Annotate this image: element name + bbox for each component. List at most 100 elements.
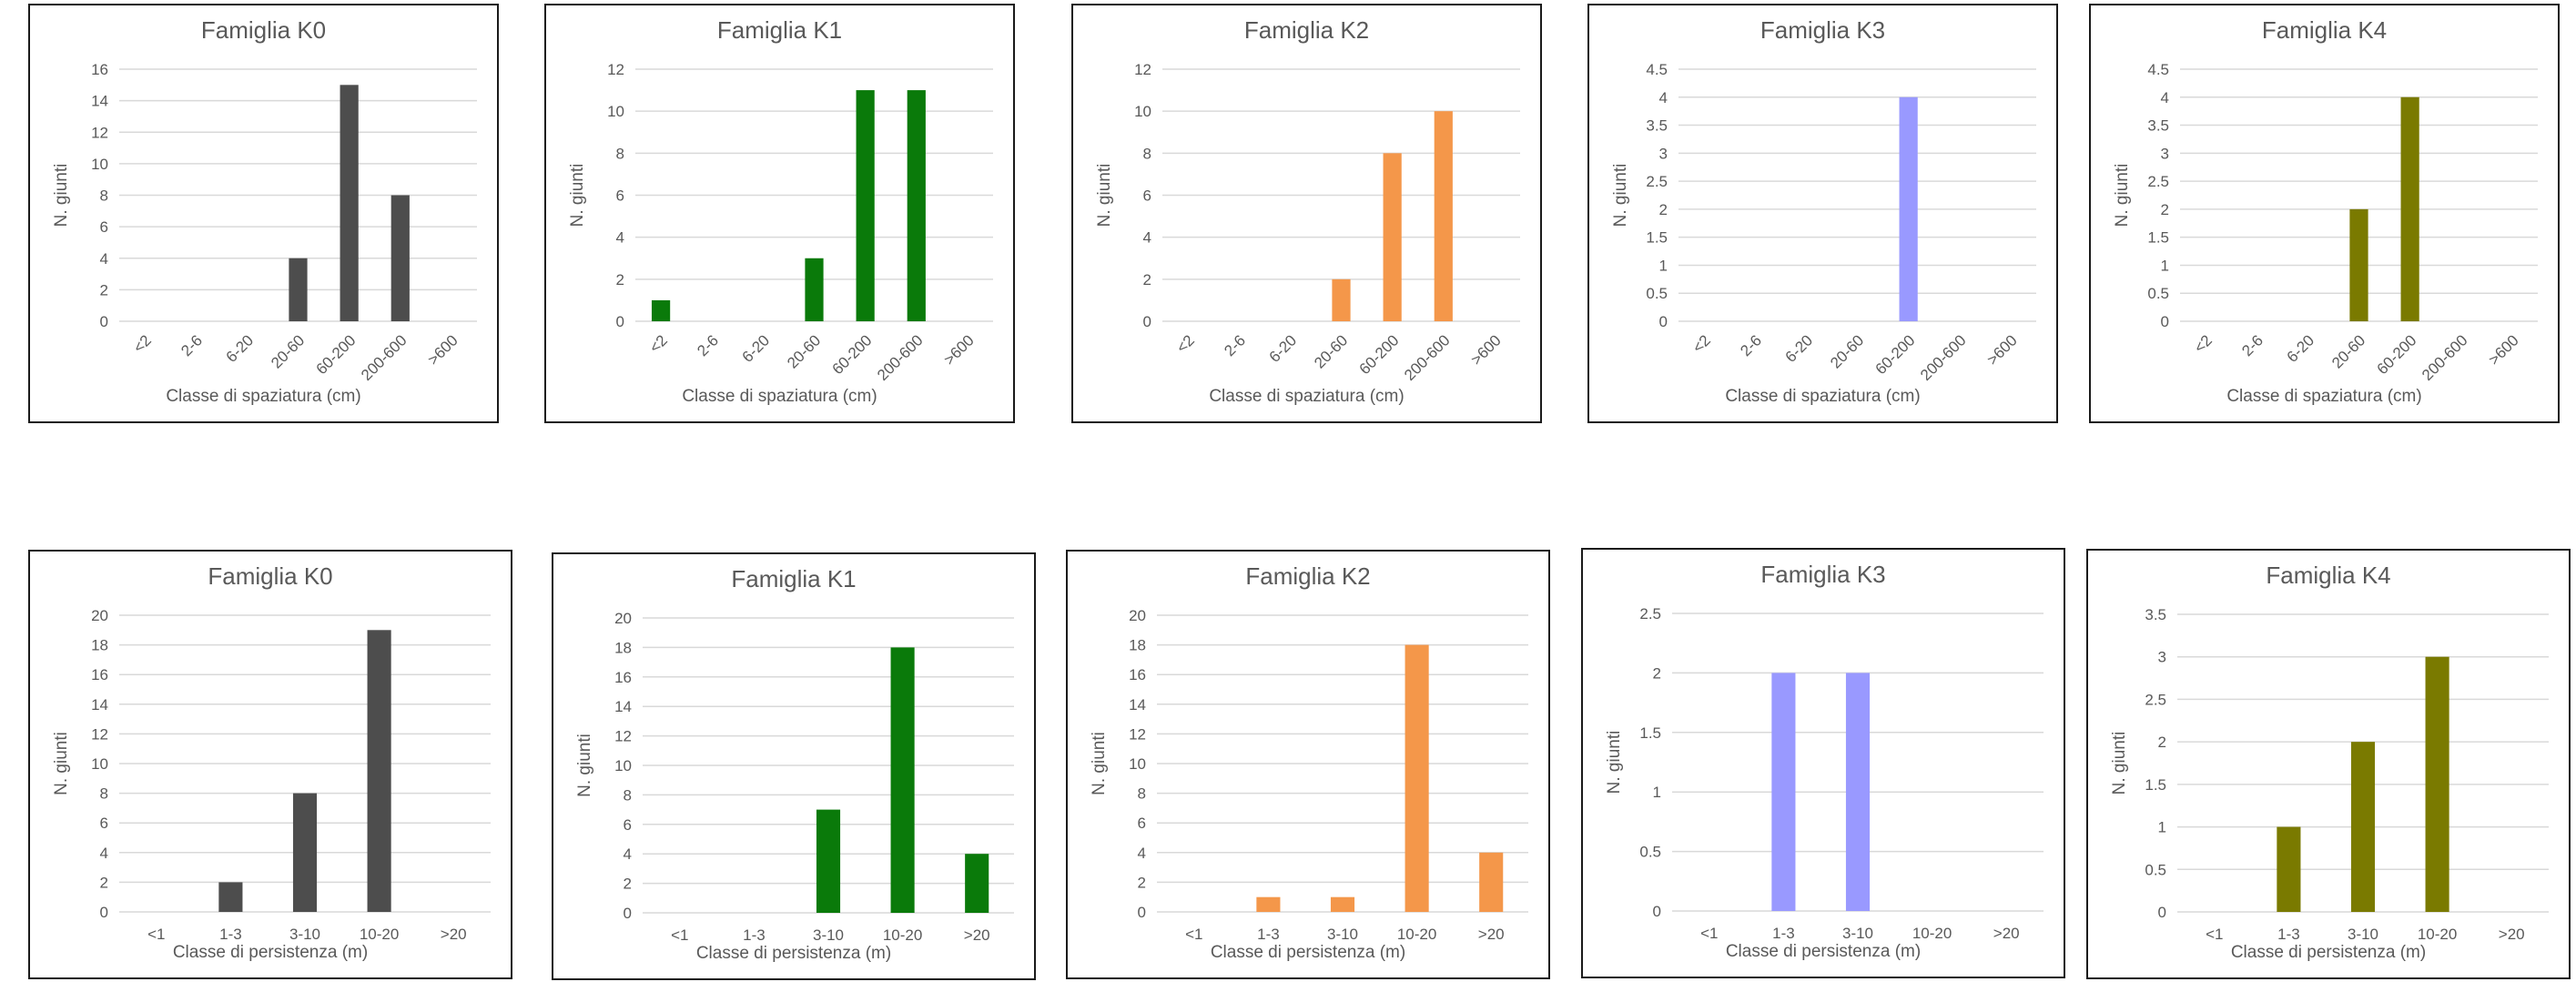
- y-tick-label: 6: [1138, 815, 1146, 832]
- y-tick-label: 3.5: [1646, 117, 1668, 135]
- bar: [2350, 742, 2376, 912]
- bar: [856, 90, 875, 321]
- y-tick-label: 4: [100, 250, 108, 268]
- y-tick-label: 16: [91, 666, 108, 683]
- y-tick-label: 4.5: [1646, 61, 1668, 78]
- x-tick-label: 1-3: [743, 926, 766, 944]
- x-tick-label: >600: [940, 331, 978, 369]
- y-axis-label: N. giunti: [52, 164, 71, 228]
- x-tick-label: 2-6: [1221, 331, 1249, 359]
- x-tick-label: >600: [424, 331, 461, 369]
- y-tick-label: 0.5: [1646, 285, 1668, 302]
- x-tick-label: 6-20: [739, 331, 773, 365]
- x-tick-label: 2-6: [2238, 331, 2267, 359]
- y-axis-label: N. giunti: [1611, 164, 1630, 228]
- x-tick-label: 2-6: [1737, 331, 1765, 359]
- x-tick-label: 200-600: [1401, 331, 1454, 384]
- y-tick-label: 2: [1138, 874, 1146, 891]
- y-tick-label: 6: [100, 815, 108, 832]
- chart-panel-spaziatura-k3: 0 0.5 1 1.5 2 2.5 3 3.5 4 4.5 N. giunti <2 2-6 6-20 20…: [1587, 4, 2058, 423]
- chart-panel-persistenza-k3: 0 0.5 1 1.5 2 2.5 N. giunti <1 1-3 3-10 10-20 >20 F…: [1581, 548, 2065, 978]
- chart-panel-persistenza-k4: 0 0.5 1 1.5 2 2.5 3 3.5 N. giunti <1 1-3 3-10 10-20 >…: [2086, 549, 2571, 979]
- y-tick-label: 10: [91, 156, 108, 173]
- bar: [390, 195, 410, 321]
- x-tick-label: >20: [441, 926, 467, 943]
- chart-title: Famiglia K3: [1760, 561, 1886, 588]
- x-tick-label: >600: [1467, 331, 1505, 369]
- x-axis-label: Classe di spaziatura (cm): [2226, 387, 2422, 406]
- y-tick-label: 16: [1129, 666, 1146, 683]
- x-tick-label: 1-3: [1257, 926, 1280, 943]
- x-tick-label: 20-60: [1827, 331, 1867, 371]
- x-tick-label: 1-3: [2277, 926, 2300, 943]
- chart-title: Famiglia K0: [208, 562, 333, 590]
- x-axis-label: Classe di persistenza (m): [2230, 943, 2427, 962]
- x-tick-label: <2: [646, 331, 671, 356]
- y-tick-label: 0: [624, 905, 632, 922]
- x-tick-label: 1-3: [219, 926, 242, 943]
- bar: [292, 793, 318, 912]
- x-tick-label: 200-600: [2419, 331, 2471, 384]
- chart-svg: 0 2 4 6 8 10 12 N. giunti <2 2-6 6-20 20-60 60-20020…: [1095, 61, 1520, 384]
- bar: [1899, 96, 1918, 322]
- bar: [907, 90, 926, 321]
- x-tick-label: 3-10: [813, 926, 844, 944]
- chart-title: Famiglia K3: [1760, 16, 1886, 44]
- x-axis-label: Classe di spaziatura (cm): [1725, 387, 1921, 406]
- y-tick-label: 4: [2161, 89, 2169, 106]
- y-tick-label: 0.5: [2145, 861, 2166, 878]
- x-tick-label: <1: [671, 926, 688, 944]
- y-tick-label: 20: [1129, 607, 1146, 624]
- y-tick-label: 2: [616, 271, 624, 289]
- y-tick-label: 1: [2161, 257, 2169, 274]
- chart-svg: 0 0.5 1 1.5 2 2.5 3 3.5 4 4.5 N. giunti <2 2-6 6-20 20…: [1611, 61, 2036, 384]
- chart-svg: 0 0.5 1 1.5 2 2.5 3 3.5 N. giunti <1 1-3 3-10 10-20 >…: [2110, 606, 2549, 943]
- y-tick-label: 1.5: [1639, 724, 1661, 742]
- x-tick-label: 200-600: [358, 331, 411, 384]
- y-tick-label: 2.5: [1646, 173, 1668, 190]
- y-tick-label: 3.5: [2147, 117, 2169, 135]
- y-tick-label: 14: [1129, 696, 1146, 714]
- bar: [218, 882, 243, 912]
- y-tick-label: 18: [1129, 637, 1146, 654]
- y-tick-label: 2: [100, 281, 108, 299]
- y-tick-label: 0.5: [1639, 844, 1661, 861]
- x-tick-label: 10-20: [1397, 926, 1436, 943]
- x-axis-label: Classe di spaziatura (cm): [682, 387, 877, 406]
- bar: [1383, 153, 1402, 321]
- x-tick-label: 20-60: [1311, 331, 1351, 371]
- bar: [1845, 673, 1871, 911]
- y-tick-label: 1: [1659, 257, 1668, 274]
- y-tick-label: 12: [1134, 61, 1151, 78]
- y-tick-label: 8: [624, 786, 632, 804]
- bar: [805, 258, 824, 321]
- y-tick-label: 8: [100, 187, 108, 205]
- x-tick-label: <2: [1689, 331, 1714, 356]
- y-tick-label: 2: [100, 874, 108, 891]
- chart-svg: 0 2 4 6 8 10 12 N. giunti <2 2-6 6-20 20-60 60-20020…: [568, 61, 993, 384]
- x-axis-label: Classe di persistenza (m): [1210, 943, 1406, 962]
- bar: [289, 258, 308, 321]
- y-tick-label: 10: [607, 103, 624, 120]
- y-tick-label: 8: [1143, 145, 1151, 162]
- y-tick-label: 6: [616, 187, 624, 205]
- chart-title: Famiglia K2: [1245, 562, 1371, 590]
- x-tick-label: 1-3: [1772, 925, 1795, 942]
- y-tick-label: 3.5: [2145, 606, 2166, 623]
- y-tick-label: 2: [2158, 734, 2166, 751]
- y-tick-label: 4: [1659, 89, 1668, 106]
- y-tick-label: 6: [624, 816, 632, 834]
- y-tick-label: 14: [91, 93, 108, 110]
- y-tick-label: 6: [1143, 187, 1151, 205]
- x-tick-label: 6-20: [223, 331, 257, 365]
- y-tick-label: 1.5: [1646, 229, 1668, 247]
- y-tick-label: 8: [616, 145, 624, 162]
- y-tick-label: 2.5: [2147, 173, 2169, 190]
- bar: [2349, 208, 2368, 321]
- x-axis-label: Classe di spaziatura (cm): [166, 387, 361, 406]
- y-tick-label: 8: [1138, 785, 1146, 803]
- chart-title: Famiglia K1: [716, 16, 843, 44]
- bar: [2277, 826, 2301, 912]
- chart-panel-persistenza-k0: 0 2 4 6 8 10 12 14 16 18 20 N. giunti <1 1-3 3-10 10-20…: [28, 550, 512, 979]
- bar: [965, 854, 989, 913]
